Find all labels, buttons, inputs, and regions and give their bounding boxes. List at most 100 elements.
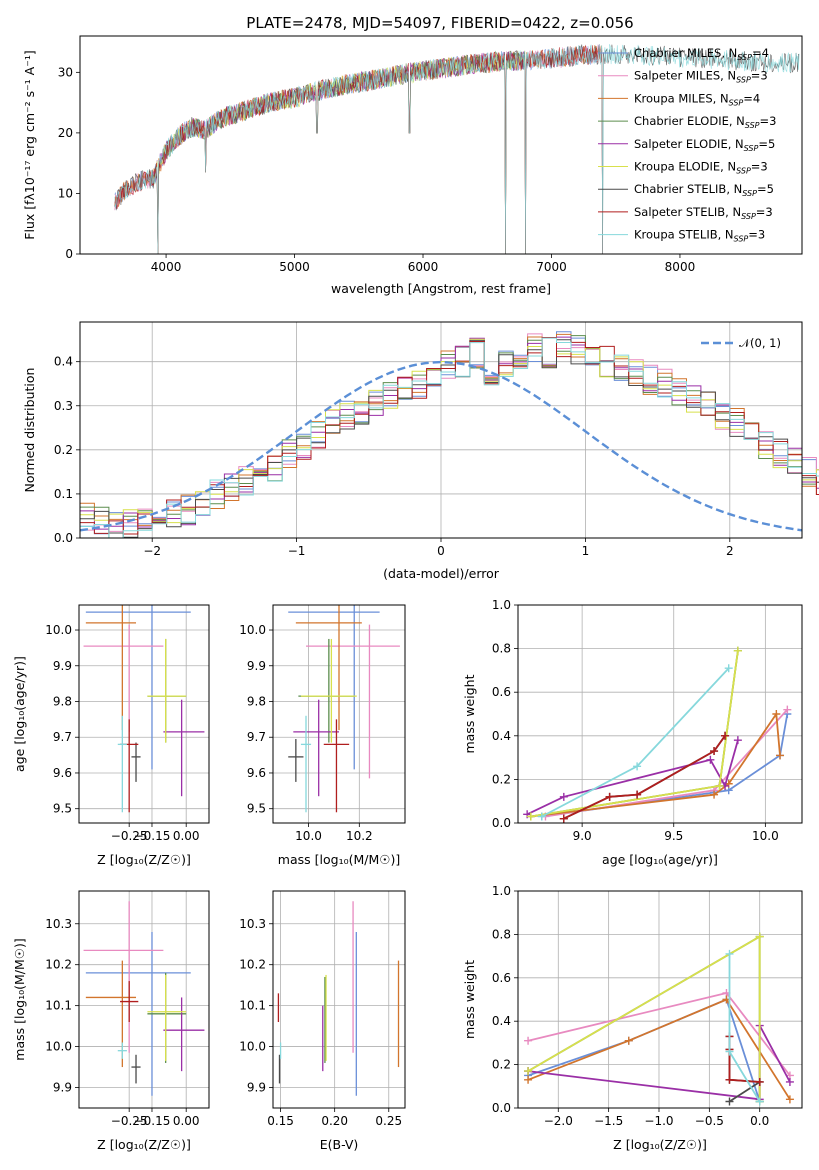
x-tick-label: 7000 [536, 260, 567, 274]
y-tick-label: 9.6 [247, 766, 266, 780]
y-tick-label: 0.2 [54, 443, 73, 457]
normal-curve [79, 360, 803, 532]
weight-marker-salpeter-elodie [706, 755, 715, 764]
y-tick-label: 0.3 [54, 399, 73, 413]
spectrum-series-kroupa-stelib [114, 44, 800, 254]
weight-marker-kroupa-stelib [537, 812, 546, 821]
x-tick-label: 9.0 [573, 829, 592, 843]
x-tick-label: 10.0 [295, 829, 322, 843]
y-tick-label: 10.0 [45, 623, 72, 637]
x-axis-label: Z [log₁₀(Z/Z☉)] [97, 1137, 191, 1152]
weight-marker-salpeter-elodie [785, 1077, 794, 1086]
legend-label-kroupa-elodie: Kroupa ELODIE, NSSP=3 [634, 160, 768, 176]
weight-marker-kroupa-elodie [755, 932, 764, 941]
plot-area [83, 605, 205, 813]
weight-marker-kroupa-stelib [724, 664, 733, 673]
plot-area [277, 901, 400, 1096]
y-tick-label: 0.1 [54, 487, 73, 501]
y-tick-label: 9.7 [53, 730, 72, 744]
chart-mass-vs-Z: −0.25−0.15 0.00 9.9 10.0 10.1 10.2 10.3 Z [log₁… [12, 890, 210, 1152]
chart-weight-vs-Z: −2.0 −1.5 −1.0 −0.5 0.0 0.0 0.2 0.4 0.6 0.8 1.0 Z [… [462, 884, 803, 1152]
weight-marker-salpeter-stelib [633, 790, 642, 799]
axes-frame [272, 604, 406, 824]
legend: Chabrier MILES, NSSP=4 Salpeter MILES, NS… [598, 46, 776, 244]
y-tick-label: 10.0 [239, 1040, 266, 1054]
plot-area [288, 605, 400, 813]
x-tick-label: −1 [288, 544, 306, 558]
y-axis-label: mass [log₁₀(M/M☉)] [12, 938, 27, 1060]
axes-frame [78, 604, 210, 824]
y-tick-label: 0.8 [492, 642, 511, 656]
x-tick-label: 0.20 [321, 1114, 348, 1128]
weight-marker-salpeter-elodie [559, 792, 568, 801]
chart-residuals: −2 −1 0 1 2 0.0 0.1 0.2 0.3 0.4 (data-model)/error… [22, 321, 819, 581]
x-tick-label: 1 [582, 544, 590, 558]
figure-title: PLATE=2478, MJD=54097, FIBERID=0422, z=0… [246, 14, 633, 32]
y-tick-label: 9.8 [53, 694, 72, 708]
y-tick-label: 0.4 [54, 355, 73, 369]
legend-label-kroupa-stelib: Kroupa STELIB, NSSP=3 [634, 228, 765, 244]
x-axis-label: Z [log₁₀(Z/Z☉)] [97, 852, 191, 867]
x-tick-label: −0.25 [111, 829, 148, 843]
weight-marker-kroupa-stelib [725, 1047, 734, 1056]
x-axis-label: wavelength [Angstrom, rest frame] [331, 281, 551, 296]
chart-age-vs-Z: −0.25−0.15 0.00 9.5 9.6 9.7 9.8 9.9 10.0 Z [log₁… [12, 604, 210, 867]
x-tick-label: 8000 [665, 260, 696, 274]
chart-age-vs-mass: 10.0 10.2 9.5 9.6 9.7 9.8 9.9 10.0 mass [log₁₀(M… [239, 604, 406, 867]
x-tick-label: 0 [437, 544, 445, 558]
x-tick-label: −0.15 [134, 1114, 171, 1128]
y-tick-label: 9.5 [247, 802, 266, 816]
y-tick-label: 0.2 [492, 1058, 511, 1072]
weight-marker-salpeter-stelib [755, 1077, 764, 1086]
x-axis-label: Z [log₁₀(Z/Z☉)] [613, 1137, 707, 1152]
legend-label-salpeter-stelib: Salpeter STELIB, NSSP=3 [634, 205, 773, 221]
weight-marker-kroupa-elodie [526, 812, 535, 821]
y-tick-label: 0 [65, 247, 73, 261]
y-tick-label: 0.4 [492, 729, 511, 743]
y-tick-label: 1.0 [492, 598, 511, 612]
weight-marker-salpeter-stelib [721, 731, 730, 740]
weight-marker-salpeter-miles [783, 705, 792, 714]
y-tick-label: 0.8 [492, 927, 511, 941]
x-tick-label: 5000 [279, 260, 310, 274]
weight-marker-kroupa-stelib [755, 1097, 764, 1106]
weight-marker-kroupa-miles [776, 751, 785, 760]
y-tick-label: 10.2 [239, 958, 266, 972]
legend-label-chabrier-elodie: Chabrier ELODIE, NSSP=3 [634, 114, 776, 130]
y-tick-label: 1.0 [492, 884, 511, 898]
x-tick-label: 10.2 [346, 829, 373, 843]
x-tick-label: 6000 [408, 260, 439, 274]
weight-marker-salpeter-stelib [725, 1075, 734, 1084]
weight-marker-salpeter-stelib [605, 792, 614, 801]
spectrum-series-chabrier-stelib [114, 43, 800, 254]
x-tick-label: −0.15 [134, 829, 171, 843]
y-axis-label: mass weight [462, 960, 477, 1039]
x-tick-label: 10.0 [752, 829, 779, 843]
legend-label-salpeter-miles: Salpeter MILES, NSSP=3 [634, 69, 768, 85]
weight-marker-chabrier-stelib [725, 1097, 734, 1106]
legend-label-chabrier-miles: Chabrier MILES, NSSP=4 [634, 46, 769, 62]
y-tick-label: 9.9 [53, 659, 72, 673]
weight-marker-kroupa-miles [524, 1075, 533, 1084]
y-tick-label: 10.3 [239, 917, 266, 931]
x-tick-label: −2 [143, 544, 161, 558]
weight-marker-salpeter-elodie [733, 736, 742, 745]
y-axis-label: mass weight [462, 674, 477, 753]
y-tick-label: 0.6 [492, 971, 511, 985]
plot-area [114, 43, 800, 254]
axes-frame [517, 604, 803, 824]
weight-marker-salpeter-miles [524, 1036, 533, 1045]
weight-marker-kroupa-elodie [715, 781, 724, 790]
legend-label-chabrier-stelib: Chabrier STELIB, NSSP=5 [634, 182, 774, 198]
axes-frame [78, 890, 210, 1109]
y-tick-label: 9.6 [53, 766, 72, 780]
x-tick-label: 0.00 [173, 1114, 200, 1128]
plot-area [524, 932, 794, 1106]
x-tick-label: 2 [726, 544, 734, 558]
chart-weight-vs-age: 9.0 9.5 10.0 0.0 0.2 0.4 0.6 0.8 1.0 age [log₁₀(a… [462, 598, 803, 867]
x-tick-label: 0.15 [267, 1114, 294, 1128]
x-tick-label: 0.0 [750, 1114, 769, 1128]
y-tick-label: 10.0 [45, 1040, 72, 1054]
